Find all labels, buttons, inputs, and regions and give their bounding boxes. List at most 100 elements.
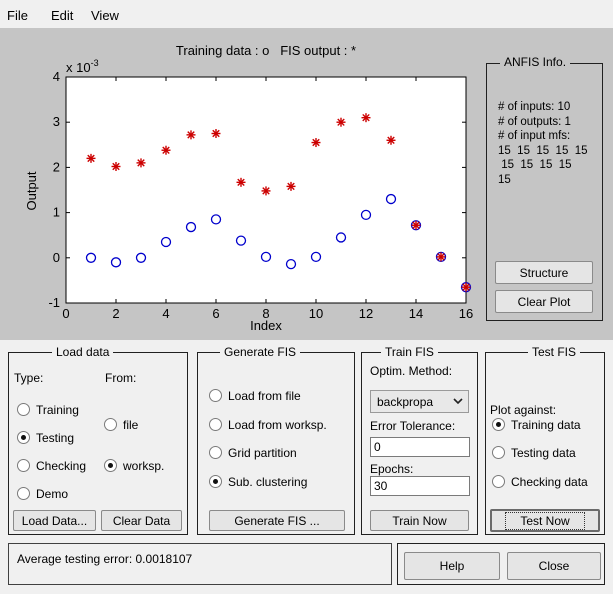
x-tick-label: 6 bbox=[212, 306, 219, 321]
y-tick-label: 1 bbox=[53, 205, 60, 220]
radio-type-testing-label: Testing bbox=[36, 431, 75, 445]
fis-output-point bbox=[286, 181, 296, 191]
x-tick-label: 14 bbox=[409, 306, 423, 321]
training-data-point bbox=[360, 209, 372, 221]
from-label: From: bbox=[105, 371, 137, 385]
status-box: Average testing error: 0.0018107 bbox=[8, 543, 392, 585]
radio-gen-load-workspace[interactable] bbox=[209, 418, 222, 431]
x-tick-label: 0 bbox=[62, 306, 69, 321]
series-layer bbox=[85, 113, 472, 293]
train-fis-title: Train FIS bbox=[381, 345, 438, 359]
radio-from-file-label: file bbox=[123, 418, 139, 432]
test-now-label: Test Now bbox=[505, 511, 585, 530]
plot-against-label: Plot against: bbox=[490, 403, 557, 417]
test-fis-frame bbox=[485, 352, 605, 535]
epochs-label: Epochs: bbox=[370, 462, 414, 476]
fis-output-point bbox=[311, 138, 321, 148]
fis-output-point bbox=[111, 161, 121, 171]
training-data-point bbox=[185, 221, 197, 233]
fis-output-point bbox=[361, 113, 371, 123]
radio-type-checking[interactable] bbox=[17, 459, 30, 472]
radio-test-checking-data[interactable] bbox=[492, 475, 505, 488]
menu-edit[interactable]: Edit bbox=[51, 8, 74, 23]
help-button[interactable]: Help bbox=[404, 552, 500, 580]
generate-fis-button[interactable]: Generate FIS ... bbox=[209, 510, 345, 531]
x-axis-label: Index bbox=[250, 318, 282, 333]
optim-method-value: backpropa bbox=[377, 394, 434, 409]
menu-bar: File Edit View bbox=[0, 0, 613, 28]
training-data-point bbox=[210, 214, 222, 225]
fis-output-point bbox=[461, 282, 471, 292]
menu-file[interactable]: File bbox=[7, 8, 28, 23]
radio-type-demo[interactable] bbox=[17, 487, 30, 500]
anfis-info-title: ANFIS Info. bbox=[500, 55, 571, 69]
radio-gen-sub-clustering[interactable] bbox=[209, 475, 222, 488]
fis-output-point bbox=[411, 220, 421, 230]
menu-view[interactable]: View bbox=[91, 8, 119, 23]
radio-from-workspace-label: worksp. bbox=[123, 459, 165, 473]
x-tick-label: 12 bbox=[359, 306, 373, 321]
training-data-point bbox=[310, 251, 322, 263]
training-data-point bbox=[285, 258, 297, 270]
close-button[interactable]: Close bbox=[507, 552, 601, 580]
fis-output-point bbox=[386, 135, 396, 145]
training-data-point bbox=[235, 235, 247, 246]
generate-fis-title: Generate FIS bbox=[220, 345, 301, 359]
radio-gen-load-workspace-label: Load from worksp. bbox=[228, 418, 327, 432]
training-data-point bbox=[85, 252, 97, 263]
plot-title: Training data : o FIS output : * bbox=[176, 43, 356, 58]
radio-test-checking-data-label: Checking data bbox=[511, 475, 588, 489]
radio-gen-load-file[interactable] bbox=[209, 389, 222, 402]
radio-test-testing-data[interactable] bbox=[492, 446, 505, 459]
y-tick-label: 0 bbox=[53, 250, 60, 265]
epochs-input[interactable] bbox=[370, 476, 470, 496]
radio-type-checking-label: Checking bbox=[36, 459, 87, 473]
radio-type-demo-label: Demo bbox=[36, 487, 69, 501]
radio-type-training-label: Training bbox=[36, 403, 79, 417]
y-tick-label: -1 bbox=[48, 295, 60, 310]
y-tick-label: 4 bbox=[53, 69, 60, 84]
fis-output-point bbox=[261, 186, 271, 196]
anfis-line: 15 15 15 15 15 bbox=[498, 144, 588, 157]
load-data-button[interactable]: Load Data... bbox=[13, 510, 96, 531]
optim-method-select[interactable]: backpropa bbox=[370, 390, 469, 413]
clear-data-button[interactable]: Clear Data bbox=[101, 510, 182, 531]
load-data-title: Load data bbox=[52, 345, 114, 359]
anfis-line: # of inputs: 10 bbox=[498, 101, 571, 113]
fis-output-point bbox=[86, 153, 96, 163]
radio-from-workspace[interactable] bbox=[104, 459, 117, 472]
error-tolerance-label: Error Tolerance: bbox=[370, 419, 456, 433]
y-tick-label: 2 bbox=[53, 159, 60, 174]
optim-method-label: Optim. Method: bbox=[370, 364, 453, 378]
training-data-point bbox=[260, 251, 272, 263]
radio-type-training[interactable] bbox=[17, 403, 30, 416]
fis-output-point bbox=[436, 252, 446, 262]
fis-output-point bbox=[336, 117, 346, 127]
fis-output-point bbox=[186, 130, 196, 140]
radio-type-testing[interactable] bbox=[17, 431, 30, 444]
x-tick-label: 10 bbox=[309, 306, 323, 321]
radio-gen-grid-partition-label: Grid partition bbox=[228, 446, 297, 460]
test-now-button[interactable]: Test Now bbox=[490, 509, 600, 532]
exponent-base: x 10 bbox=[66, 60, 91, 75]
x-tick-label: 2 bbox=[112, 306, 119, 321]
fis-output-point bbox=[236, 177, 246, 187]
structure-button[interactable]: Structure bbox=[495, 261, 593, 284]
anfis-line: # of outputs: 1 bbox=[498, 115, 571, 128]
radio-test-training-data-label: Training data bbox=[511, 418, 581, 432]
training-data-point bbox=[385, 193, 397, 205]
exponent-power: -3 bbox=[91, 58, 99, 68]
x-tick-label: 4 bbox=[162, 306, 169, 321]
radio-test-training-data[interactable] bbox=[492, 418, 505, 431]
train-now-button[interactable]: Train Now bbox=[370, 510, 469, 531]
training-data-point bbox=[160, 236, 172, 248]
error-tolerance-input[interactable] bbox=[370, 437, 470, 457]
radio-gen-grid-partition[interactable] bbox=[209, 446, 222, 459]
plot-area: Training data : o FIS output : * x 10-3 … bbox=[24, 43, 473, 333]
radio-test-testing-data-label: Testing data bbox=[511, 446, 576, 460]
y-axis-label: Output bbox=[24, 171, 39, 210]
fis-output-point bbox=[161, 145, 171, 155]
clear-plot-button[interactable]: Clear Plot bbox=[495, 290, 593, 313]
radio-from-file[interactable] bbox=[104, 418, 117, 431]
